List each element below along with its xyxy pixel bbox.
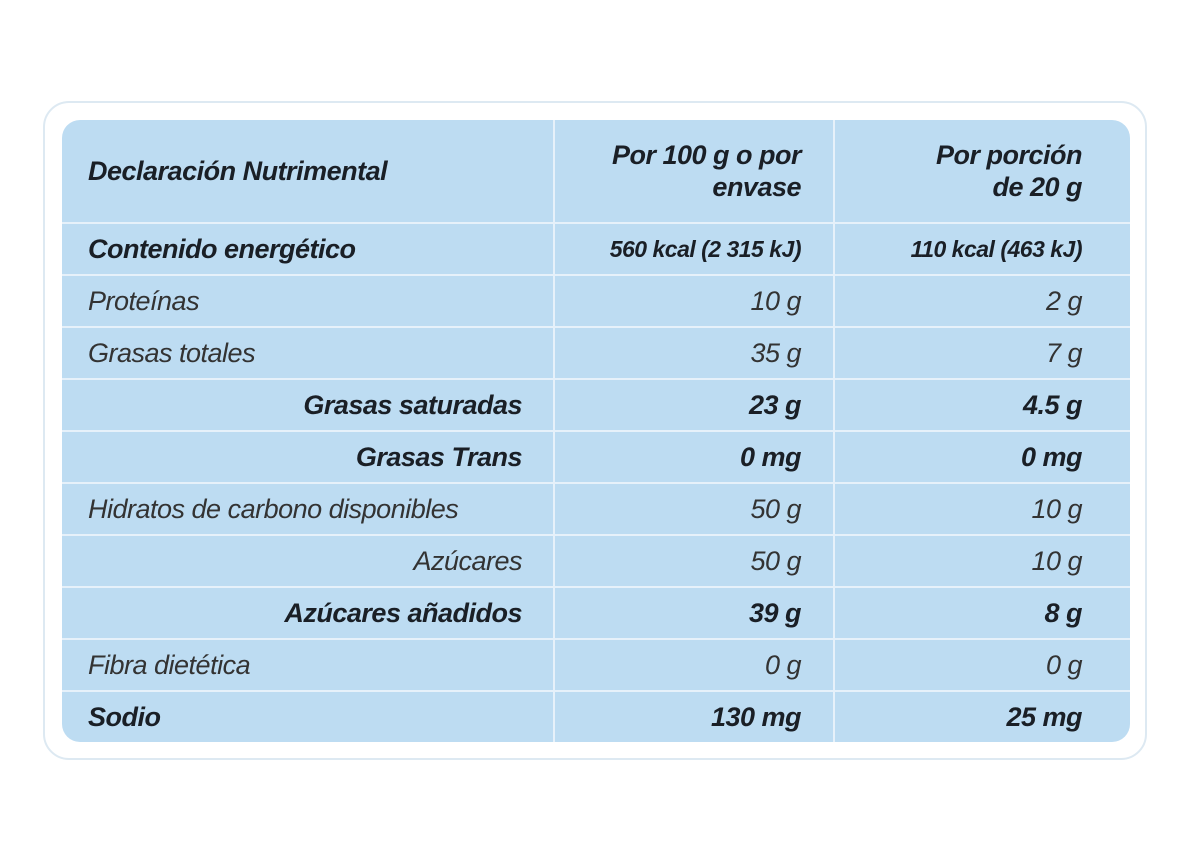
value-per-portion: 0 mg [833, 432, 1130, 482]
value-per-100g: 50 g [553, 536, 833, 586]
table-header-row: Declaración Nutrimental Por 100 g o por e… [62, 120, 1130, 222]
header-per-100g-line1: Por 100 g o por [611, 140, 802, 170]
nutrient-label: Contenido energético [88, 233, 356, 264]
table-row: Grasas Trans 0 mg 0 mg [62, 430, 1130, 482]
nutrient-label: Azúcares añadidos [284, 597, 522, 628]
table-row: Grasas saturadas 23 g 4.5 g [62, 378, 1130, 430]
nutrient-label: Fibra dietética [88, 649, 251, 680]
header-per-portion: Por porción de 20 g [833, 120, 1130, 222]
value-per-portion: 2 g [833, 276, 1130, 326]
table-row: Hidratos de carbono disponibles 50 g 10 g [62, 482, 1130, 534]
nutrient-label: Grasas saturadas [303, 389, 522, 420]
header-per-portion-line1: Por porción [935, 140, 1083, 170]
value-per-portion: 8 g [833, 588, 1130, 638]
value-per-portion: 4.5 g [833, 380, 1130, 430]
value-per-portion: 7 g [833, 328, 1130, 378]
value-per-100g: 130 mg [553, 692, 833, 742]
header-per-portion-line2: de 20 g [992, 172, 1082, 202]
value-per-portion: 0 g [833, 640, 1130, 690]
header-per-100g-line2: envase [712, 172, 801, 202]
value-per-100g: 10 g [553, 276, 833, 326]
value-per-100g: 50 g [553, 484, 833, 534]
value-per-100g: 39 g [553, 588, 833, 638]
table-row: Azúcares 50 g 10 g [62, 534, 1130, 586]
value-per-100g: 0 mg [553, 432, 833, 482]
header-declaration: Declaración Nutrimental [88, 155, 388, 186]
value-per-portion: 10 g [833, 536, 1130, 586]
nutrient-label: Grasas totales [88, 337, 256, 368]
value-per-portion: 110 kcal (463 kJ) [833, 224, 1130, 274]
value-per-100g: 35 g [553, 328, 833, 378]
table-row: Contenido energético 560 kcal (2 315 kJ) 1… [62, 222, 1130, 274]
nutrient-label: Grasas Trans [355, 441, 523, 472]
value-per-100g: 0 g [553, 640, 833, 690]
value-per-portion: 25 mg [833, 692, 1130, 742]
value-per-100g: 560 kcal (2 315 kJ) [553, 224, 833, 274]
nutrient-label: Sodio [88, 701, 161, 732]
value-per-portion: 10 g [833, 484, 1130, 534]
nutrient-label: Azúcares [413, 545, 522, 576]
nutrient-label: Hidratos de carbono disponibles [88, 493, 459, 524]
nutrition-table: Declaración Nutrimental Por 100 g o por e… [62, 120, 1130, 742]
value-per-100g: 23 g [553, 380, 833, 430]
table-row: Sodio 130 mg 25 mg [62, 690, 1130, 742]
header-per-100g: Por 100 g o por envase [553, 120, 833, 222]
nutrient-label: Proteínas [88, 285, 200, 316]
